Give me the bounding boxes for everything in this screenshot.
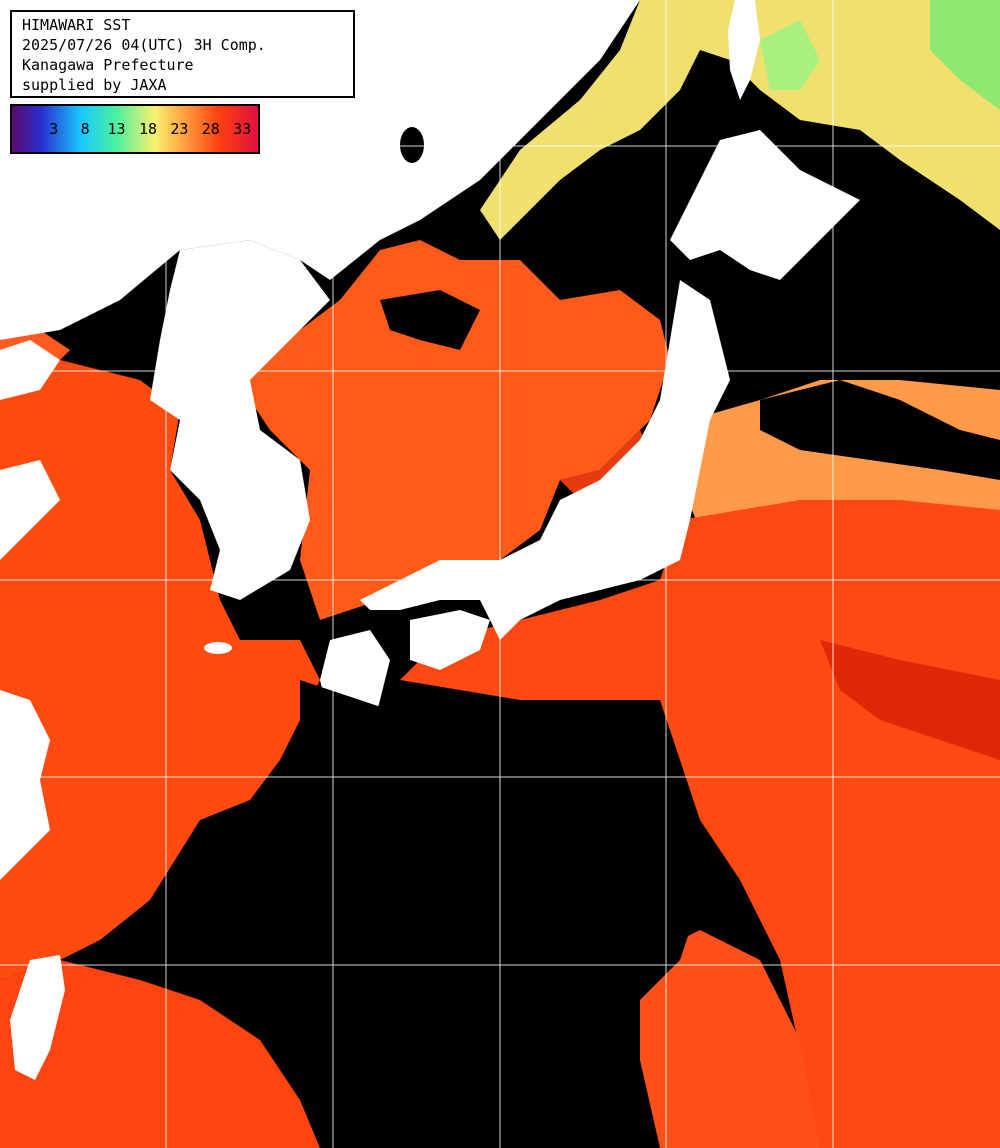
lat-label-30n: 30N: [18, 760, 43, 774]
okhotsk-green-sea: [760, 20, 820, 90]
cloud-east-china-sea: [260, 680, 700, 1148]
sea-of-japan: [250, 240, 670, 620]
legend-tick: 28: [201, 120, 220, 138]
sakhalin: [728, 0, 760, 100]
hokkaido: [670, 130, 860, 280]
data-credit: supplied by JAXA: [22, 76, 167, 94]
taiwan: [10, 955, 65, 1080]
cloud-sea-of-japan: [380, 290, 480, 350]
kuroshio-hot: [820, 640, 1000, 760]
legend-tick: 18: [138, 120, 157, 138]
color-scale-legend: 3 8 13 18 23 28 33: [10, 104, 260, 154]
timestamp: 2025/07/26 04(UTC) 3H Comp.: [22, 36, 266, 54]
sea-of-japan-hot: [560, 430, 650, 500]
legend-tick: 8: [80, 120, 90, 138]
honshu: [360, 280, 730, 640]
legend-tick: 3: [49, 120, 59, 138]
info-box: HIMAWARI SST 2025/07/26 04(UTC) 3H Comp.…: [10, 10, 355, 98]
legend-tick: 23: [170, 120, 189, 138]
legend-tick: 33: [233, 120, 252, 138]
jeju-island: [204, 642, 232, 654]
china-east-coast: [0, 690, 50, 880]
shikoku: [410, 610, 490, 670]
shandong: [0, 340, 60, 400]
lat-label-40n: 40N: [18, 353, 43, 367]
northern-cool-sea: [480, 0, 1000, 240]
cloud-pacific-north: [760, 380, 1000, 480]
ulleung-island: [400, 127, 424, 163]
south-patch-east: [640, 930, 820, 1148]
china-mainland: [0, 460, 60, 560]
legend-tick: 13: [107, 120, 126, 138]
product-title: HIMAWARI SST: [22, 16, 131, 34]
korea-peninsula: [150, 240, 330, 600]
yellow-sea: [0, 360, 320, 980]
south-patch-west: [0, 960, 320, 1148]
region-name: Kanagawa Prefecture: [22, 56, 194, 74]
northern-green-sea: [930, 0, 1000, 110]
